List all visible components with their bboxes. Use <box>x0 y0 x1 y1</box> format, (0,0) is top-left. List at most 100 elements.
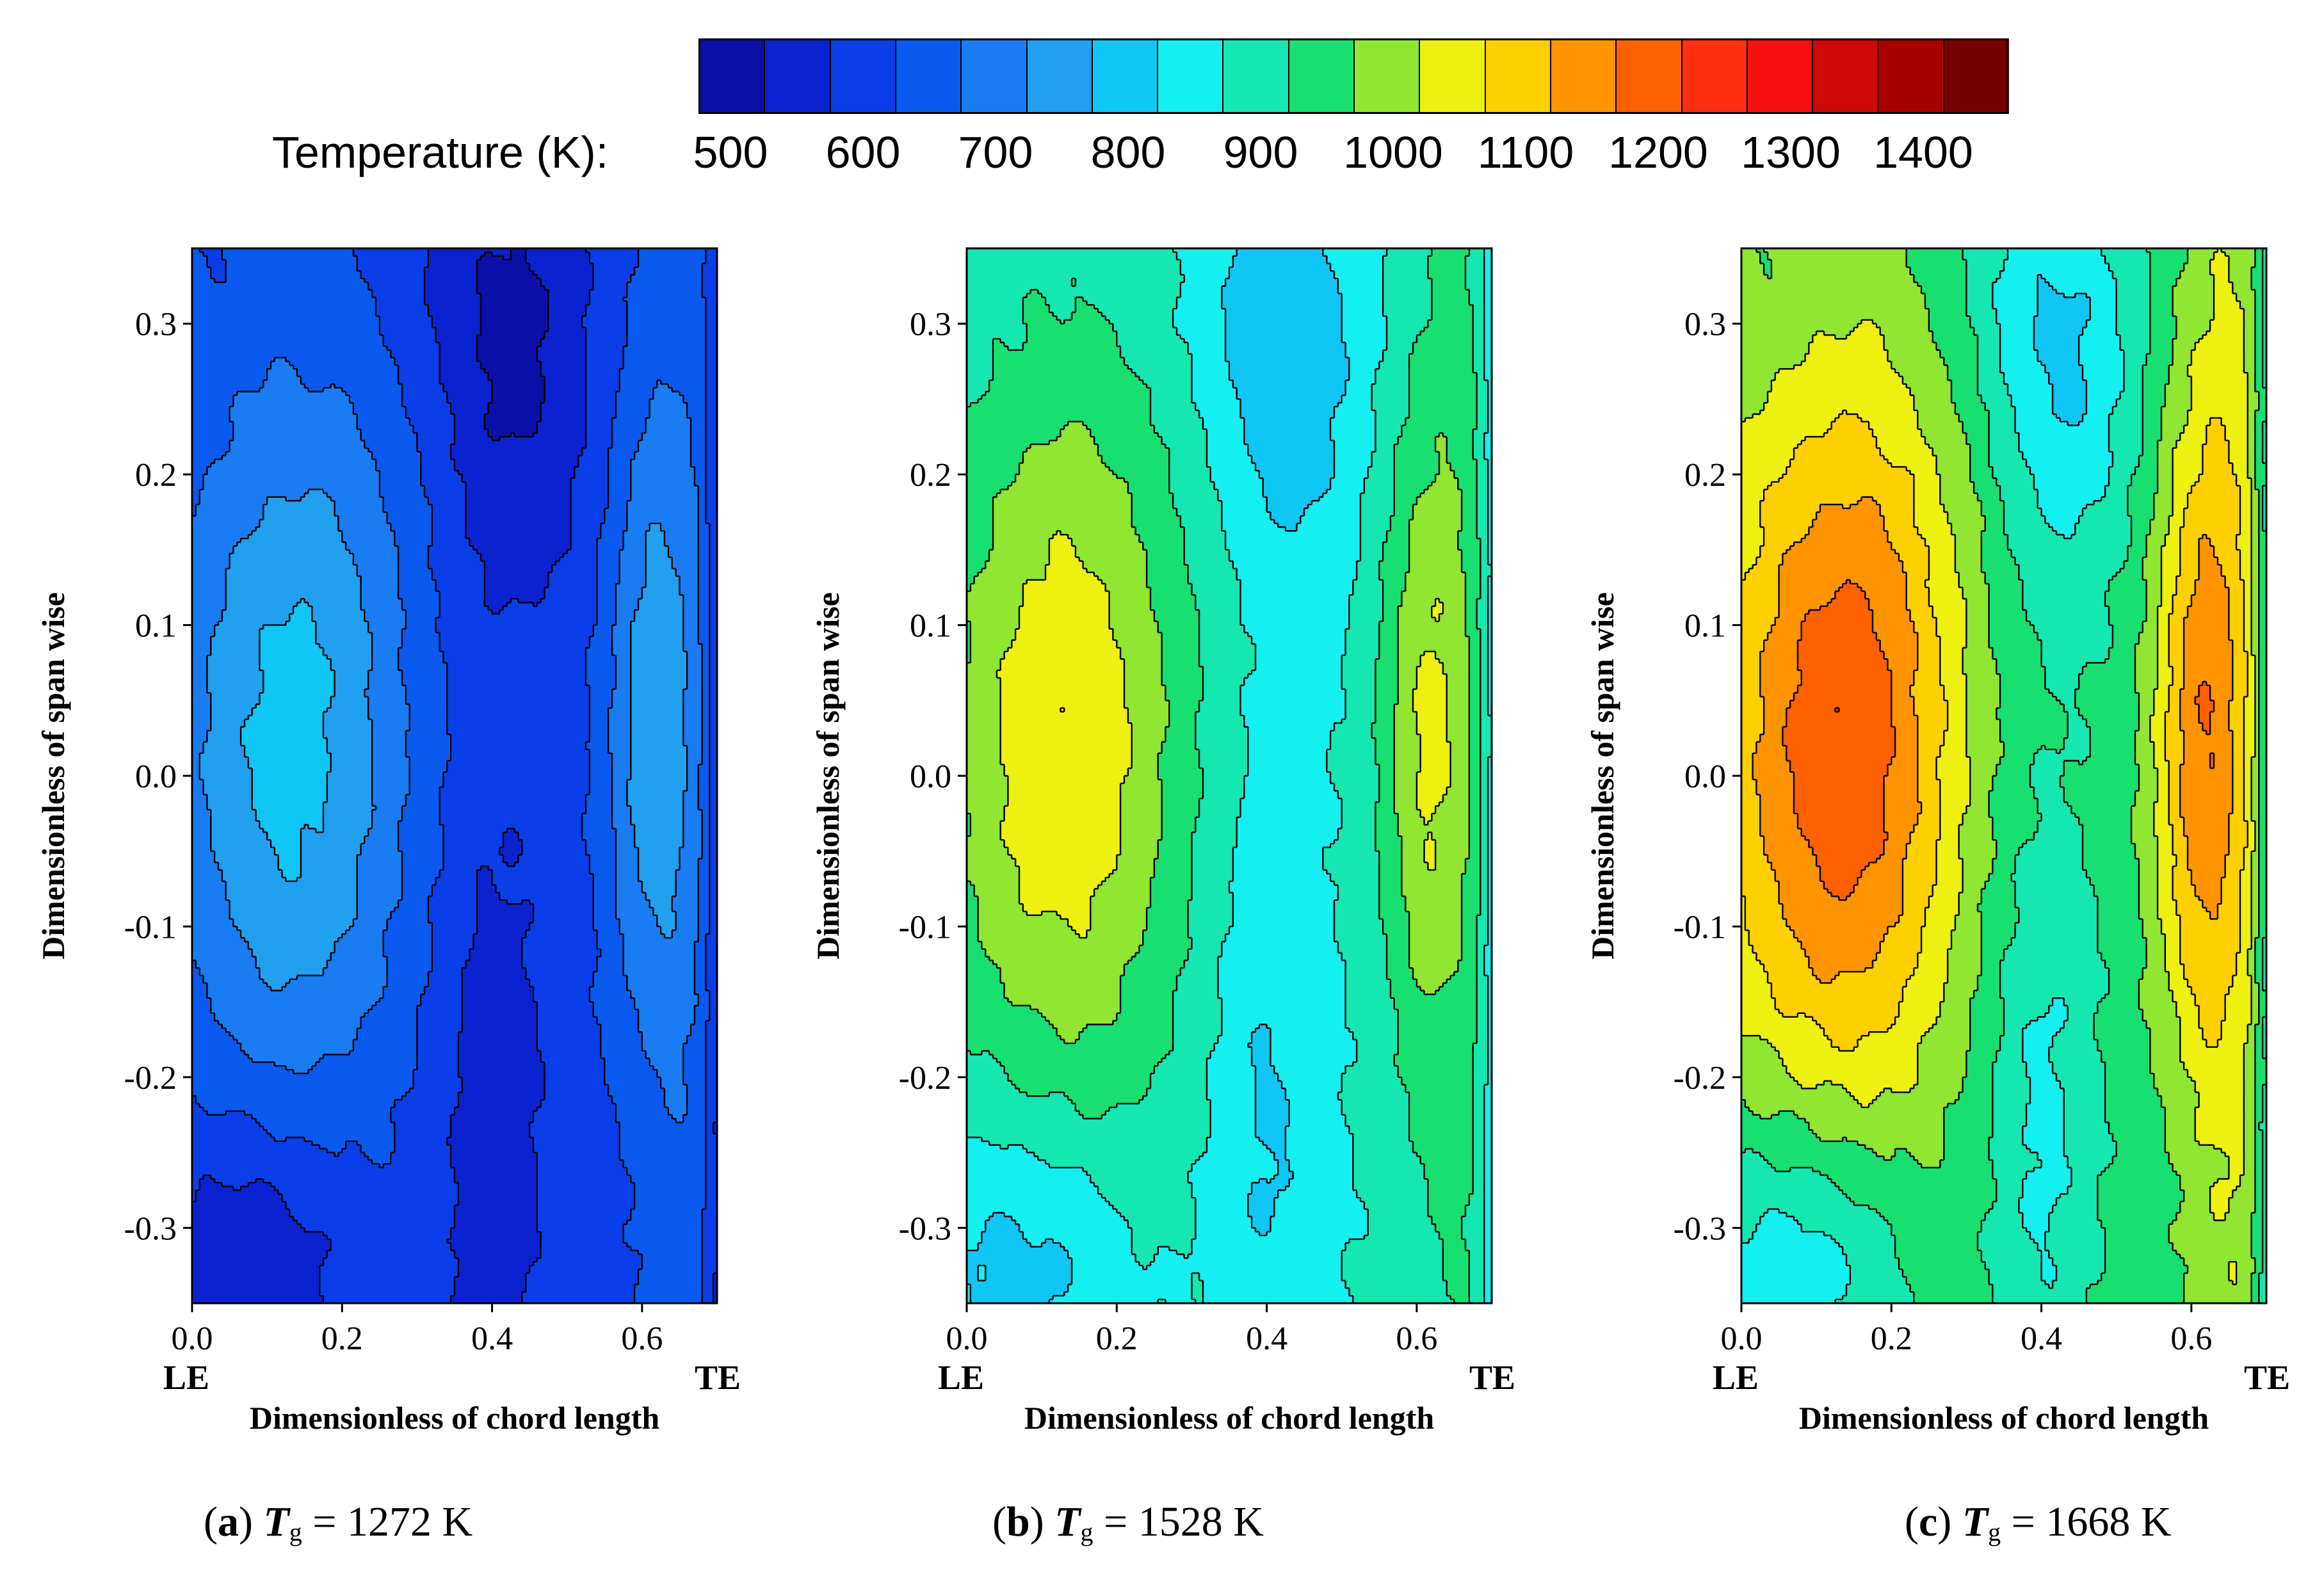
contour-cell <box>1177 512 1222 517</box>
contour-cell <box>582 828 617 833</box>
contour-cell <box>428 561 485 565</box>
contour-cell <box>1480 749 1492 754</box>
contour-cell <box>548 327 586 332</box>
contour-cell <box>233 545 346 550</box>
contour-cell <box>481 297 549 301</box>
contour-cell <box>451 757 590 762</box>
contour-cell <box>1191 383 1234 389</box>
contour-cell <box>709 640 717 645</box>
contour-cell <box>1488 696 1492 701</box>
contour-cell <box>1383 602 1403 607</box>
contour-cell <box>334 674 369 679</box>
contour-cell <box>1488 817 1492 822</box>
contour-cell <box>1398 437 1436 441</box>
contour-cell <box>1225 349 1346 355</box>
contour-cell <box>492 877 594 882</box>
contour-cell <box>1240 689 1346 694</box>
contour-cell <box>683 1080 707 1086</box>
contour-cell <box>645 579 681 584</box>
contour-cell <box>383 990 425 995</box>
contour-cell <box>447 663 586 667</box>
contour-cell <box>1371 391 1410 396</box>
contour-cell <box>1184 534 1226 539</box>
contour-cell <box>1000 704 1125 709</box>
contour-cell <box>350 395 403 400</box>
contour-cell <box>1004 772 1129 776</box>
contour-cell <box>1371 395 1410 400</box>
contour-cell <box>1416 501 1462 505</box>
contour-cell <box>1341 301 1384 305</box>
contour-cell <box>1285 527 1298 532</box>
contour-cell <box>1409 534 1458 539</box>
contour-cell <box>1240 685 1343 690</box>
contour-cell <box>1413 346 1474 351</box>
contour-cell <box>1240 700 1346 705</box>
contour-cell <box>1349 357 1384 362</box>
contour-cell <box>477 346 538 351</box>
contour-cell <box>1203 689 1241 694</box>
contour-cell <box>192 531 253 535</box>
contour-cell <box>709 836 717 840</box>
contour-cell <box>192 945 249 950</box>
contour-cell <box>593 282 628 287</box>
contour-cell <box>1248 727 1335 731</box>
contour-cell <box>211 836 268 840</box>
contour-cell <box>267 373 298 377</box>
contour-cell <box>428 908 478 912</box>
colorbar-segment <box>894 38 962 114</box>
contour-cell <box>447 395 493 400</box>
contour-cell <box>1214 485 1264 490</box>
colorbar-tick-label: 1200 <box>1608 127 1708 177</box>
contour-cell <box>593 285 628 291</box>
contour-cell <box>1413 512 1462 517</box>
contour-cell <box>597 568 620 573</box>
contour-cell <box>447 1141 534 1146</box>
contour-cell <box>1026 323 1114 328</box>
contour-cell <box>293 365 399 369</box>
contour-cell <box>455 1220 538 1225</box>
contour-cell <box>1387 342 1414 347</box>
contour-cell <box>586 399 617 403</box>
contour-cell <box>1450 742 1470 746</box>
contour-cell <box>645 561 673 565</box>
contour-cell <box>1488 383 1492 389</box>
contour-cell <box>649 410 688 415</box>
contour-cell <box>694 1009 710 1014</box>
contour-cell <box>413 1077 463 1082</box>
contour-cell <box>612 757 631 762</box>
contour-cell <box>214 1016 362 1022</box>
contour-cell <box>503 606 598 611</box>
contour-cell <box>967 745 1001 750</box>
contour-cell <box>1480 663 1489 667</box>
contour-cell <box>1075 553 1147 558</box>
contour-cell <box>706 979 717 984</box>
contour-cell <box>970 621 1020 626</box>
contour-cell <box>192 1058 253 1063</box>
contour-cell <box>645 417 691 422</box>
contour-cell <box>631 478 695 483</box>
contour-cell <box>1480 572 1492 577</box>
contour-cell <box>709 994 717 999</box>
contour-cell <box>259 659 332 664</box>
contour-cell <box>1488 527 1492 532</box>
contour-cell <box>1240 403 1339 407</box>
contour-cell <box>353 1047 418 1052</box>
contour-cell <box>683 1062 707 1066</box>
contour-cell <box>586 387 620 392</box>
contour-cell <box>192 1028 227 1032</box>
contour-cell <box>709 922 717 928</box>
contour-cell <box>1000 685 1125 690</box>
contour-cell <box>627 316 707 321</box>
contour-cell <box>192 1141 313 1146</box>
contour-cell <box>1488 621 1492 626</box>
contour-cell <box>634 271 703 275</box>
contour-cell <box>698 881 710 886</box>
contour-cell <box>544 1092 609 1096</box>
contour-cell <box>1450 779 1470 784</box>
contour-cell <box>631 1175 707 1180</box>
contour-cell <box>192 323 380 328</box>
contour-cell <box>706 365 717 369</box>
contour-cell <box>604 1080 661 1086</box>
colorbar <box>698 38 2009 114</box>
contour-cell <box>540 1242 628 1248</box>
